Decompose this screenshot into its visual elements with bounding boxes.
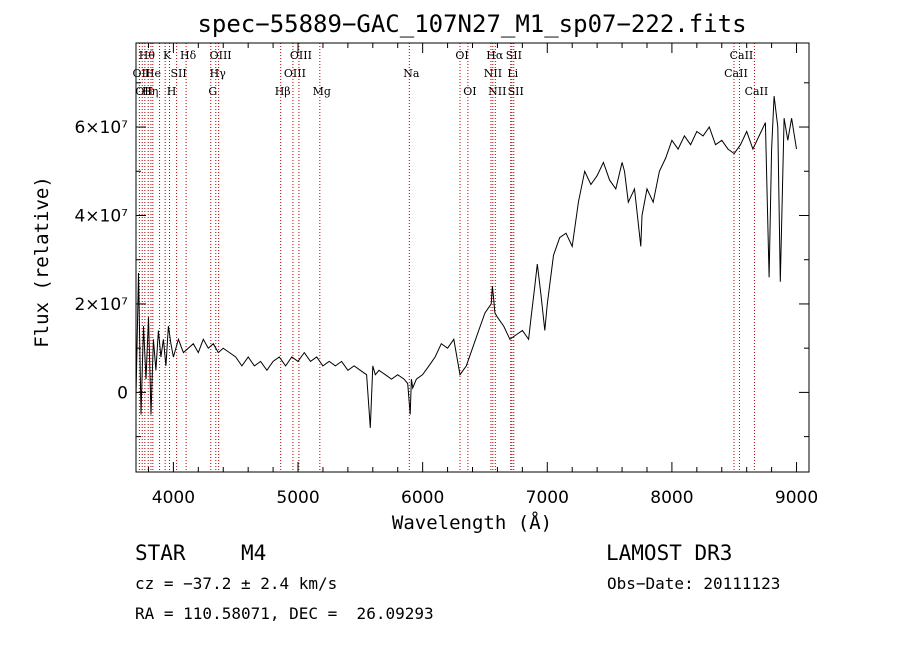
coordinates: RA = 110.58071, DEC = 26.09293 — [135, 604, 434, 623]
spectral-line-label: OIII — [284, 67, 306, 80]
y-tick-label: 0 — [117, 383, 128, 403]
axis-ticks: 4000 5000 6000 7000 8000 9000 0 2×10⁷ 4×10⁷ 6×10⁷ — [74, 43, 818, 508]
x-tick-label: 6000 — [401, 488, 444, 508]
flux-series-line — [135, 96, 797, 428]
spectral-line-label: OI — [455, 49, 468, 62]
x-tick-label: 8000 — [650, 488, 693, 508]
spectral-line-label: OI — [463, 85, 476, 98]
spectral-line-label: NII — [488, 85, 506, 98]
spectral-line-label: G — [208, 85, 217, 98]
y-tick-label: 4×10⁷ — [74, 206, 128, 226]
spectral-line-label: Mg — [313, 85, 331, 98]
x-tick-label: 7000 — [526, 488, 569, 508]
spectral-line-label: SII — [171, 67, 187, 80]
spectral-line-label: Hβ — [275, 85, 291, 98]
object-class: STAR — [135, 541, 186, 565]
plot-frame — [135, 42, 810, 473]
spectral-line-label: CaII — [724, 67, 748, 80]
spectral-line-label: CaII — [745, 85, 769, 98]
spectral-line-label: Hδ — [180, 49, 197, 62]
spectral-line-label: Hγ — [210, 67, 227, 80]
x-tick-label: 4000 — [152, 488, 195, 508]
y-tick-label: 2×10⁷ — [74, 295, 128, 315]
y-axis-label: Flux (relative) — [31, 176, 53, 348]
object-subclass: M4 — [241, 541, 267, 565]
y-tick-label: 6×10⁷ — [74, 118, 128, 138]
chart-title: spec−55889−GAC_107N27_M1_sp07−222.fits — [197, 10, 746, 38]
x-tick-label: 5000 — [276, 488, 319, 508]
spectral-line-label: H — [167, 85, 177, 98]
spectral-line-label: K — [163, 49, 172, 62]
observation-date: Obs−Date: 20111123 — [607, 574, 781, 593]
spectral-line-label: Na — [403, 67, 420, 80]
survey-name: LAMOST DR3 — [606, 541, 733, 565]
spectral-line-label: CaII — [730, 49, 754, 62]
x-tick-label: 9000 — [775, 488, 818, 508]
redshift-info: cz = −37.2 ± 2.4 km/s — [135, 574, 338, 593]
spectral-line-label: OIII — [290, 49, 312, 62]
spectral-line-label: Hη — [142, 85, 158, 98]
spectral-line-markers: OIIOIIHθHηHeKHSIIHδGHγOIIIHβOIIIOIIIMgNa… — [133, 43, 769, 472]
spectral-line-label: SII — [508, 85, 524, 98]
spectral-line-label: OII — [133, 67, 151, 80]
x-axis-label: Wavelength (Å) — [392, 511, 552, 534]
spectral-line-label: OIII — [210, 49, 232, 62]
spectral-line-label: Li — [507, 67, 518, 80]
